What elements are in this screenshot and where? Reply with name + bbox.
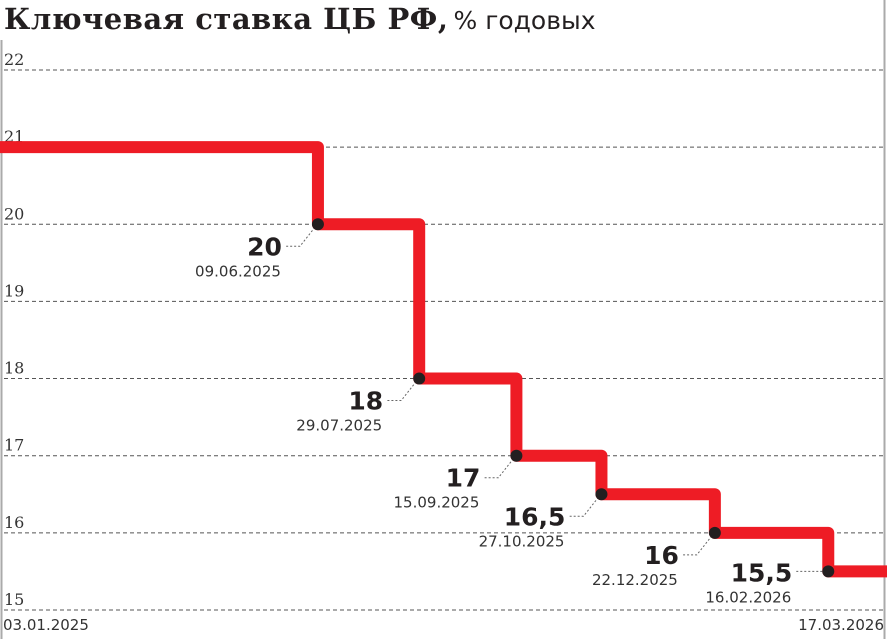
date-label: 27.10.2025	[479, 532, 565, 550]
y-tick-label: 22	[4, 50, 24, 69]
leader-line	[285, 226, 316, 247]
leader-line	[682, 535, 713, 556]
data-point	[311, 218, 324, 231]
leader-line	[569, 496, 599, 517]
data-point	[510, 449, 523, 462]
date-label: 09.06.2025	[195, 262, 281, 280]
y-tick-label: 15	[4, 590, 24, 609]
y-tick-label: 19	[4, 281, 24, 300]
key-rate-line	[0, 141, 887, 578]
leader-line	[484, 458, 514, 479]
y-tick-label: 16	[4, 513, 24, 532]
date-label: 15.09.2025	[394, 494, 480, 512]
chart-title: Ключевая ставка ЦБ РФ, % годовых	[4, 2, 596, 36]
data-point	[413, 372, 426, 385]
chart-title-main: Ключевая ставка ЦБ РФ,	[4, 2, 449, 36]
date-label: 22.12.2025	[592, 571, 678, 589]
y-tick-label: 18	[4, 359, 24, 378]
date-label: 29.07.2025	[296, 417, 382, 435]
data-point	[822, 565, 835, 578]
date-label: 16.02.2026	[705, 588, 791, 606]
value-label: 17	[446, 464, 481, 493]
data-point	[595, 488, 608, 501]
value-label: 18	[348, 387, 383, 416]
x-start-label: 03.01.2025	[3, 616, 89, 634]
value-label: 16,5	[504, 502, 566, 531]
value-label: 20	[247, 232, 282, 261]
leader-line	[387, 381, 417, 402]
y-tick-label: 20	[4, 204, 24, 223]
data-point	[708, 526, 721, 539]
value-label: 15,5	[731, 558, 793, 587]
chart-subtitle: % годовых	[453, 6, 596, 35]
y-tick-label: 17	[4, 436, 24, 455]
x-end-label: 17.03.2026	[798, 616, 884, 634]
value-label: 16	[644, 541, 679, 570]
